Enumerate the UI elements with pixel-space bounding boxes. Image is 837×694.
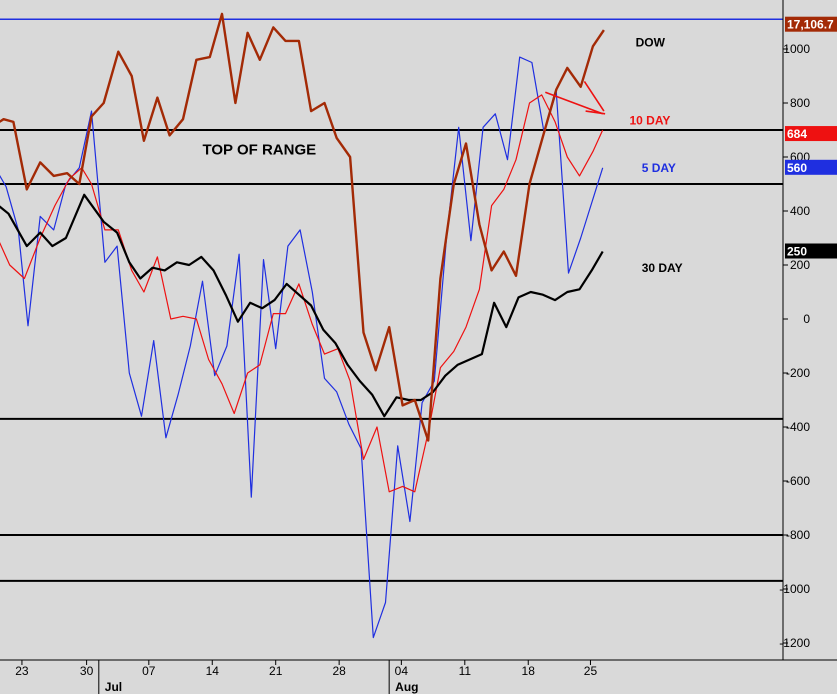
badge-value: 560 xyxy=(787,161,807,175)
x-tick-label: 11 xyxy=(459,664,472,678)
y-tick-label: -1200 xyxy=(779,636,810,650)
y-axis-ticks: 10008006004002000-200-400-600-800-1000-1… xyxy=(779,42,810,650)
badge-value: 684 xyxy=(787,127,807,141)
x-tick-label: 30 xyxy=(80,664,94,678)
horizontal-lines xyxy=(0,18,783,582)
y-tick-label: 1000 xyxy=(783,42,810,56)
value-badge-thirty-day: 250 xyxy=(785,243,837,259)
right-value-labels: 17,106.7 684 560 250 xyxy=(785,16,837,259)
y-tick-label: -800 xyxy=(786,528,810,542)
annotation-arrows xyxy=(545,80,606,115)
badge-background xyxy=(785,126,837,142)
y-tick-label: 0 xyxy=(803,312,810,326)
series-label-dow: DOW xyxy=(636,35,666,49)
y-tick-label: -1000 xyxy=(779,582,810,596)
x-tick-label: 07 xyxy=(142,664,156,678)
x-tick-label: 14 xyxy=(206,664,220,678)
y-tick-label: -400 xyxy=(786,420,810,434)
badge-background xyxy=(785,243,837,259)
x-tick-label: 18 xyxy=(522,664,536,678)
series-line-five-day xyxy=(0,56,604,639)
series-line-ten-day xyxy=(0,94,604,493)
arrow-stroke-1 xyxy=(585,110,606,115)
series-line-thirty-day xyxy=(0,193,604,418)
month-label: Aug xyxy=(395,680,418,694)
x-tick-label: 28 xyxy=(332,664,346,678)
badge-background xyxy=(785,159,837,175)
x-tick-label: 25 xyxy=(584,664,598,678)
value-badge-five-day: 560 xyxy=(785,159,837,175)
y-tick-label: -600 xyxy=(786,474,810,488)
y-tick-label: 200 xyxy=(790,258,810,272)
x-tick-label: 04 xyxy=(395,664,409,678)
annotations: TOP OF RANGE xyxy=(203,141,317,158)
arrow-stroke-0 xyxy=(545,91,603,115)
series-label-five-day: 5 DAY xyxy=(642,161,676,175)
series-labels: DOW 10 DAY 5 DAY 30 DAY xyxy=(630,35,683,274)
series-label-thirty-day: 30 DAY xyxy=(642,261,683,275)
annotation-top-of-range: TOP OF RANGE xyxy=(203,141,317,158)
month-label: Jul xyxy=(105,680,122,694)
arrow-stroke-2 xyxy=(583,80,605,112)
badge-background xyxy=(785,16,837,32)
series-label-ten-day: 10 DAY xyxy=(630,114,671,128)
series-lines xyxy=(0,12,605,639)
badge-value: 17,106.7 xyxy=(787,18,834,32)
x-tick-label: 23 xyxy=(15,664,29,678)
x-tick-label: 21 xyxy=(269,664,283,678)
y-tick-label: 400 xyxy=(790,204,810,218)
x-axis-ticks: 23 30 07 14 21 28 04 11 18 25 Jul Aug xyxy=(15,660,597,694)
y-tick-label: 800 xyxy=(790,96,810,110)
value-badge-dow: 17,106.7 xyxy=(785,16,837,32)
series-line-dow xyxy=(0,12,605,442)
value-badge-ten-day: 684 xyxy=(785,126,837,142)
y-tick-label: -200 xyxy=(786,366,810,380)
badge-value: 250 xyxy=(787,245,807,259)
